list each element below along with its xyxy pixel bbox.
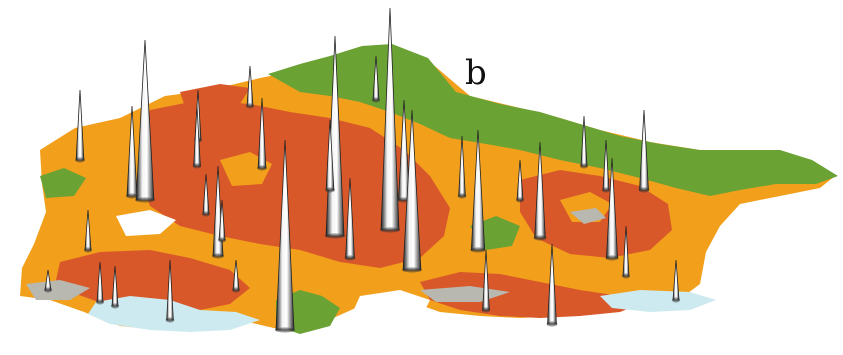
spike-peak-icon xyxy=(380,7,400,233)
spike-peak-icon xyxy=(192,105,202,169)
spike-peak-icon xyxy=(457,135,467,199)
land-gap xyxy=(350,290,430,326)
spike-peak-icon xyxy=(602,139,610,193)
spike-peak-icon xyxy=(111,265,119,309)
water-region xyxy=(88,296,260,332)
spike-peak-icon xyxy=(470,129,486,253)
spike-peak-icon xyxy=(546,243,558,327)
spike-peak-icon xyxy=(622,225,630,279)
land-green-region xyxy=(268,44,838,196)
land-gap xyxy=(116,210,176,236)
spike-peak-icon xyxy=(533,141,547,241)
spike-peak-icon xyxy=(246,65,254,109)
spike-peak-icon xyxy=(96,261,104,305)
land-red-region-south xyxy=(56,250,250,314)
water-region xyxy=(600,290,716,312)
spike-peak-icon xyxy=(232,259,240,293)
spike-peak-icon xyxy=(135,39,155,203)
spike-peak-icon xyxy=(165,259,175,323)
gray-region xyxy=(26,280,90,300)
spike-peak-icon xyxy=(75,89,85,163)
spike-peak-icon xyxy=(672,259,680,303)
spike-peak-icon xyxy=(580,115,588,169)
land-red-region-southeast xyxy=(420,272,650,318)
spike-peak-icon xyxy=(372,55,380,103)
spike-peak-icon xyxy=(202,173,210,217)
spike-peak-icon xyxy=(638,109,650,193)
spike-peak-icon xyxy=(218,199,226,243)
spike-layer xyxy=(44,7,680,333)
spike-peak-icon xyxy=(481,249,491,313)
spike-peak-icon xyxy=(605,157,619,261)
spike-peak-icon xyxy=(325,119,335,193)
spike-peak-icon xyxy=(516,159,524,203)
spike-peak-icon xyxy=(275,139,295,333)
gray-region xyxy=(570,208,606,224)
spike-peak-icon xyxy=(257,97,267,171)
spike-peak-icon xyxy=(44,269,52,293)
spike-peak-icon xyxy=(84,209,92,253)
spike-peak-icon xyxy=(126,105,138,199)
spike-peak-icon xyxy=(402,109,422,273)
land-green-region-west xyxy=(40,168,86,198)
panel-label: b xyxy=(465,53,487,93)
spike-peak-icon xyxy=(344,177,356,261)
